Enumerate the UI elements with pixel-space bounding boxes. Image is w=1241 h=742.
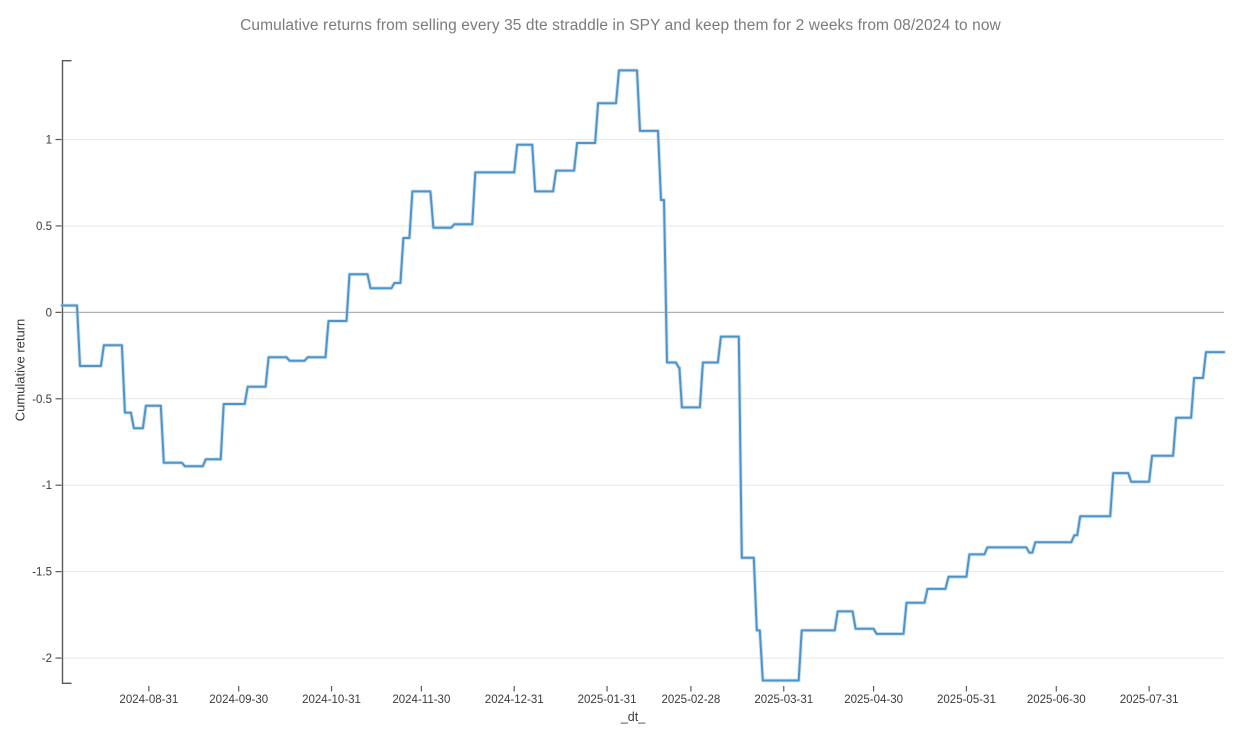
x-tick-label: 2025-05-31 <box>937 694 996 706</box>
x-tick-label: 2024-11-30 <box>392 694 450 706</box>
y-tick-label: -1.5 <box>32 567 52 579</box>
x-tick-label: 2025-02-28 <box>662 694 721 706</box>
x-tick-label: 2025-01-31 <box>578 694 637 706</box>
series-line-halo <box>60 68 1226 683</box>
y-tick-label: -0.5 <box>32 394 52 406</box>
y-tick-label: 0.5 <box>36 221 52 233</box>
series-line <box>61 69 1225 682</box>
x-tick-label: 2025-04-30 <box>844 694 903 706</box>
x-tick-label: 2024-10-31 <box>302 694 361 706</box>
chart-title: Cumulative returns from selling every 35… <box>240 17 1001 34</box>
x-tick-label: 2025-06-30 <box>1027 694 1086 706</box>
y-tick-label: 0 <box>46 307 52 319</box>
x-tick-label: 2024-08-31 <box>119 694 178 706</box>
x-tick-label: 2024-12-31 <box>485 694 544 706</box>
y-tick-label: -1 <box>42 480 52 492</box>
x-tick-label: 2024-09-30 <box>209 694 268 706</box>
y-axis-title: Cumulative return <box>12 318 28 422</box>
y-tick-label: -2 <box>42 653 52 665</box>
x-tick-label: 2025-03-31 <box>754 694 813 706</box>
y-tick-label: 1 <box>46 135 52 147</box>
x-tick-label: 2025-07-31 <box>1120 694 1179 706</box>
x-axis-title: _dt_ <box>620 710 646 724</box>
